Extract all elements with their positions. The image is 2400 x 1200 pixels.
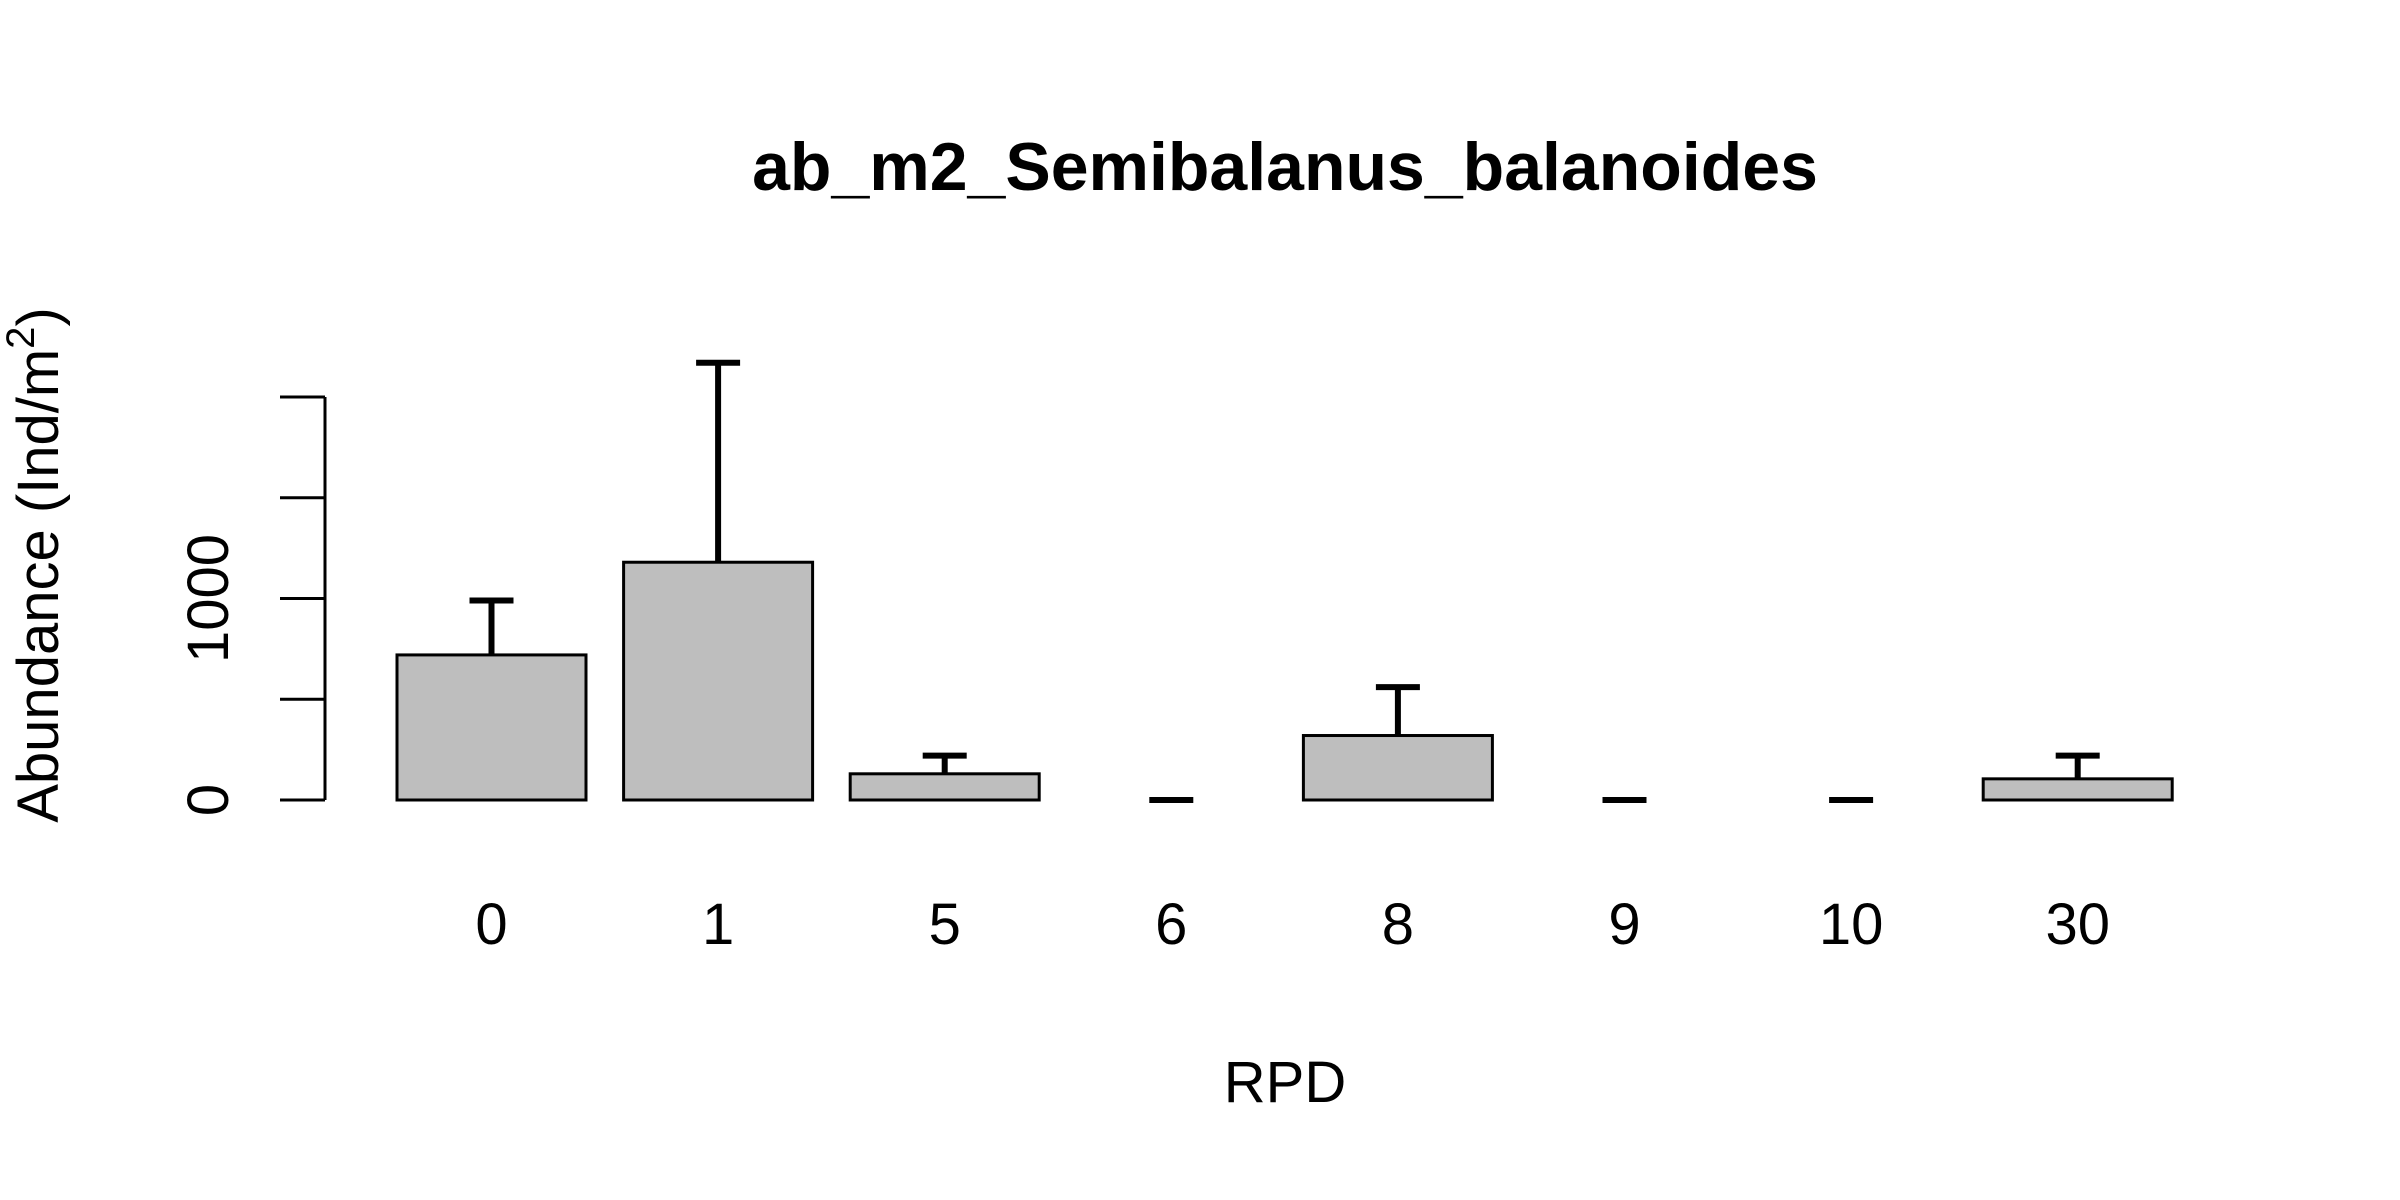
bar xyxy=(1981,777,2174,802)
bars xyxy=(395,560,2174,802)
y-axis-label-superscript: 2 xyxy=(0,327,43,349)
x-tick-label: 5 xyxy=(929,892,961,957)
x-tick-label: 6 xyxy=(1155,892,1187,957)
x-tick-label: 10 xyxy=(1819,892,1884,957)
bar xyxy=(848,772,1041,802)
x-tick-label: 30 xyxy=(2045,892,2110,957)
bar xyxy=(1301,734,1494,802)
y-axis-label-main: Abundance (Ind/m xyxy=(6,349,71,823)
bar xyxy=(622,560,815,802)
y-axis: 0 1000 xyxy=(176,395,327,816)
chart-title: ab_m2_Semibalanus_balanoides xyxy=(752,129,1818,205)
bar xyxy=(395,653,588,802)
x-tick-label: 1 xyxy=(702,892,734,957)
y-tick-label: 1000 xyxy=(176,534,241,663)
y-tick-label: 0 xyxy=(176,784,241,816)
x-tick-label: 0 xyxy=(475,892,507,957)
x-tick-label: 8 xyxy=(1382,892,1414,957)
x-tick-labels: 0 1 5 6 8 9 10 30 xyxy=(475,892,2110,957)
error-bars xyxy=(469,359,2100,803)
y-axis-label-close: ) xyxy=(6,307,71,326)
y-axis-label: Abundance (Ind/m2) xyxy=(0,307,71,823)
x-tick-label: 9 xyxy=(1608,892,1640,957)
x-axis-label: RPD xyxy=(1224,1050,1346,1115)
